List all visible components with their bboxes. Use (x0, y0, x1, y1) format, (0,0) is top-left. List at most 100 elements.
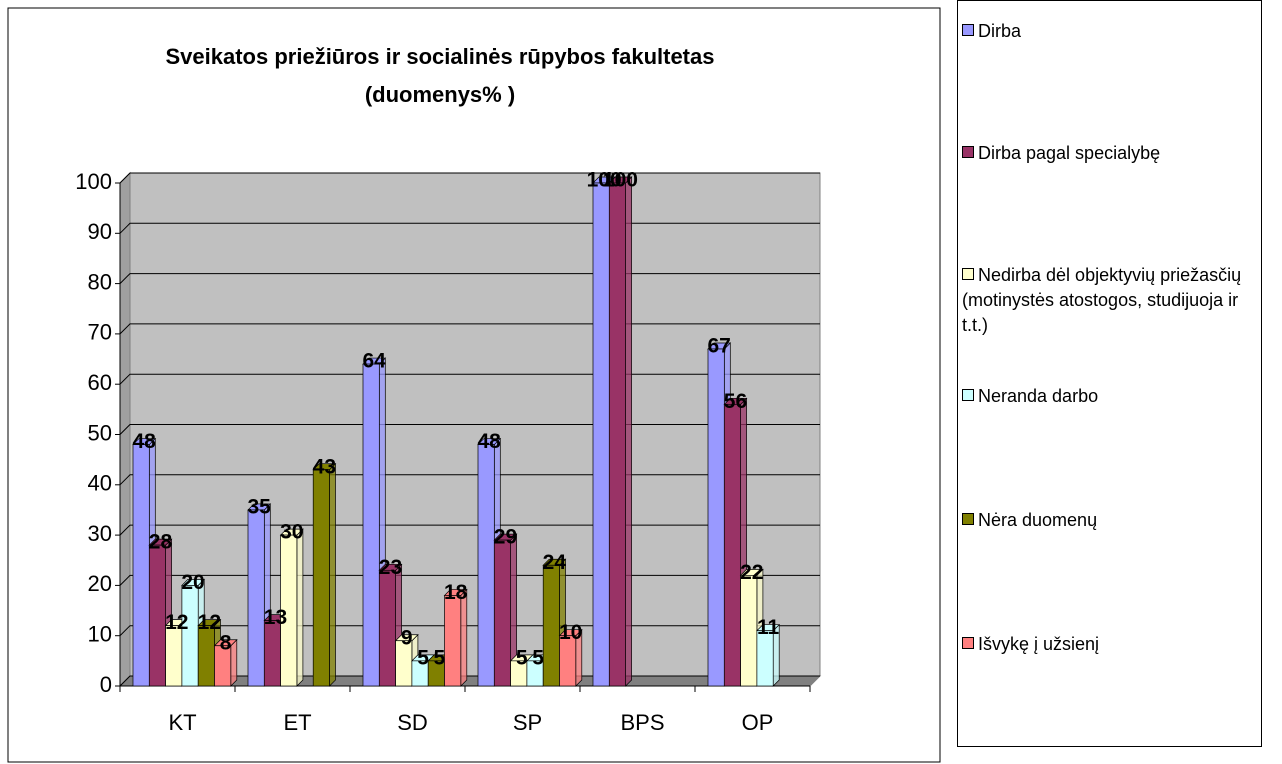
grid-line (119, 574, 820, 586)
bar (280, 534, 298, 687)
x-tick-label: KT (168, 710, 196, 735)
bar-side (230, 638, 238, 687)
bar (444, 595, 462, 687)
bar (247, 509, 265, 687)
legend-entry: Išvykę į užsienį (962, 632, 1252, 657)
bar (148, 544, 166, 687)
legend-label: Neranda darbo (978, 386, 1099, 406)
legend-label: Dirba (978, 21, 1022, 41)
legend-entry: Dirba (962, 19, 1252, 44)
bar (165, 625, 183, 687)
value-label: 100 (603, 169, 638, 192)
bar (312, 469, 330, 687)
x-tick-label: OP (742, 710, 774, 735)
legend-swatch (962, 389, 974, 401)
legend-swatch (962, 268, 974, 280)
x-tick-label: SD (397, 710, 428, 735)
bar (756, 630, 774, 687)
value-label: 48 (477, 430, 501, 453)
value-label: 22 (740, 561, 763, 584)
legend-entry: Neranda darbo (962, 384, 1252, 409)
grid-line (119, 524, 820, 536)
value-label: 8 (220, 631, 232, 654)
value-label: 48 (132, 430, 156, 453)
bar (197, 625, 215, 687)
grid-line (119, 424, 820, 435)
value-label: 9 (401, 626, 413, 649)
chart: 0 10 20 30 40 50 60 70 80 90 100 KT ET SD SP BPS OP 48 28 1… (7, 7, 941, 763)
value-label: 13 (264, 606, 287, 629)
grid-line (119, 172, 820, 184)
bar-side (625, 176, 632, 687)
value-label: 43 (313, 455, 336, 478)
value-label: 18 (444, 581, 468, 604)
value-label: 23 (379, 556, 402, 579)
y-tick-label: 80 (88, 269, 112, 294)
legend-swatch (962, 637, 974, 649)
legend-swatch (962, 146, 974, 158)
bar (362, 363, 380, 687)
bar (263, 620, 281, 687)
value-label: 28 (149, 531, 173, 554)
value-label: 100 (587, 169, 622, 192)
bar (214, 645, 232, 687)
y-tick-label: 0 (100, 672, 112, 697)
value-label: 30 (280, 521, 303, 544)
bar (608, 182, 626, 687)
legend-swatch (962, 513, 974, 525)
value-label: 5 (516, 646, 528, 669)
bar-side (329, 462, 336, 687)
grid-line (119, 323, 820, 335)
value-label: 35 (247, 495, 271, 518)
value-label: 67 (707, 335, 730, 358)
bar (181, 585, 199, 687)
y-tick-label: 90 (88, 219, 112, 244)
value-label: 20 (181, 571, 204, 594)
bar (592, 182, 610, 687)
value-label: 5 (532, 646, 544, 669)
value-label: 12 (165, 611, 188, 634)
legend-label: Nėra duomenų (978, 510, 1098, 530)
bar (378, 569, 396, 687)
legend-label: Nedirba dėl objektyvių priežasčių (motin… (962, 265, 1242, 335)
value-label: 29 (494, 526, 517, 549)
legend-label: Išvykę į užsienį (978, 634, 1100, 654)
value-label: 10 (559, 621, 582, 644)
value-label: 12 (198, 611, 221, 634)
legend-entry: Dirba pagal specialybę (962, 141, 1252, 166)
bar (542, 564, 560, 687)
y-tick-label: 70 (88, 320, 112, 345)
bar (723, 403, 741, 687)
chart-title: Sveikatos priežiūros ir socialinės rūpyb… (165, 44, 715, 107)
grid-line (119, 675, 820, 687)
grid-line (119, 373, 820, 385)
bar (707, 348, 725, 687)
y-tick-label: 60 (88, 370, 112, 395)
value-label: 24 (543, 551, 567, 574)
grid-line (119, 273, 820, 284)
x-tick-label: BPS (620, 710, 664, 735)
bar-side (296, 528, 304, 687)
value-label: 5 (417, 646, 429, 669)
y-tick-label: 100 (75, 169, 112, 194)
bar (740, 574, 758, 687)
grid-line (119, 222, 820, 234)
x-tick-label: SP (513, 710, 542, 735)
y-tick-label: 20 (88, 571, 112, 596)
legend-entry: Nėra duomenų (962, 508, 1252, 533)
legend-entry: Nedirba dėl objektyvių priežasčių (motin… (962, 263, 1252, 338)
bar (132, 444, 150, 687)
bar (559, 635, 577, 687)
x-tick-label: ET (283, 710, 311, 735)
y-tick-label: 50 (88, 420, 112, 445)
y-tick-label: 10 (88, 622, 112, 647)
value-label: 5 (434, 646, 446, 669)
bar (493, 539, 511, 687)
legend-swatch (962, 24, 974, 36)
value-label: 64 (362, 350, 386, 373)
grid-line (119, 625, 820, 637)
legend-label: Dirba pagal specialybę (978, 143, 1161, 163)
y-tick-label: 40 (88, 471, 112, 496)
value-label: 11 (757, 616, 780, 639)
